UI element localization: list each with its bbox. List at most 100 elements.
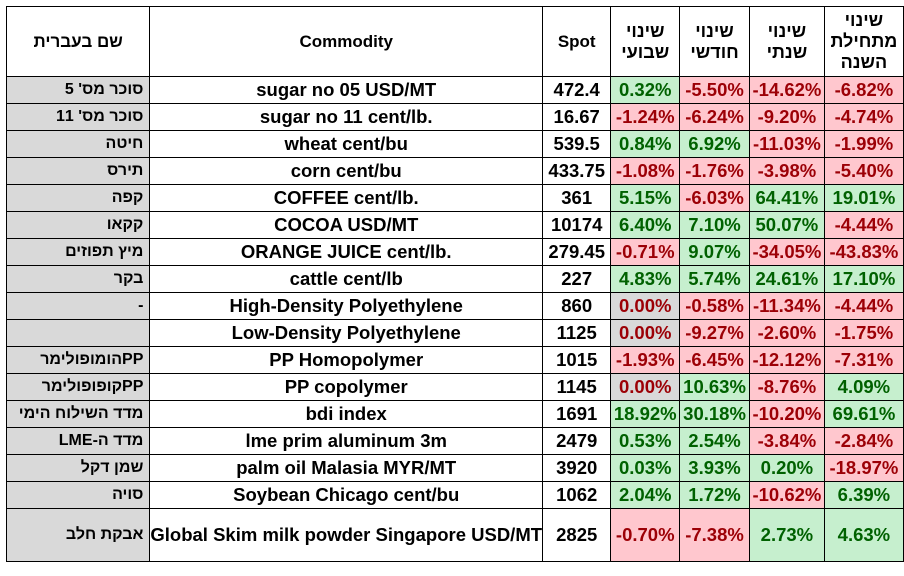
monthly-change-cell: 6.92% bbox=[679, 130, 750, 158]
table-row: סויה Soybean Chicago cent/bu 1062 2.04% 1.72… bbox=[5, 481, 904, 509]
table-row: מיץ תפוזים ORANGE JUICE cent/lb. 279.45 -0.… bbox=[5, 238, 904, 266]
table-row: שמן דקל palm oil Malasia MYR/MT 3920 0.03% 3… bbox=[5, 454, 904, 482]
spot-price-cell: 2479 bbox=[542, 427, 612, 455]
commodity-name-cell: sugar no 05 USD/MT bbox=[149, 76, 544, 104]
weekly-change-cell: 0.53% bbox=[610, 427, 681, 455]
header-weekly-change: שינוי שבועי bbox=[610, 6, 681, 77]
yearly-change-cell: -3.84% bbox=[748, 427, 825, 455]
weekly-change-cell: 0.03% bbox=[610, 454, 681, 482]
spot-price-cell: 361 bbox=[542, 184, 612, 212]
commodity-name-cell: bdi index bbox=[149, 400, 544, 428]
yearly-change-cell: -2.60% bbox=[748, 319, 825, 347]
commodity-name-cell: Soybean Chicago cent/bu bbox=[149, 481, 544, 509]
ytd-change-cell: -5.40% bbox=[823, 157, 904, 185]
commodity-name-cell: cattle cent/lb bbox=[149, 265, 544, 293]
monthly-change-cell: -7.38% bbox=[679, 508, 750, 562]
monthly-change-cell: 30.18% bbox=[679, 400, 750, 428]
yearly-change-cell: 24.61% bbox=[748, 265, 825, 293]
hebrew-name-cell: PPקופופולימר bbox=[5, 373, 151, 401]
monthly-change-cell: -5.50% bbox=[679, 76, 750, 104]
spot-price-cell: 279.45 bbox=[542, 238, 612, 266]
table-row: מדד ה-LME lme prim aluminum 3m 2479 0.53% 2.… bbox=[5, 427, 904, 455]
hebrew-name-cell: מדד השילוח הימי bbox=[5, 400, 151, 428]
monthly-change-cell: 7.10% bbox=[679, 211, 750, 239]
weekly-change-cell: -1.24% bbox=[610, 103, 681, 131]
spot-price-cell: 1691 bbox=[542, 400, 612, 428]
monthly-change-cell: 3.93% bbox=[679, 454, 750, 482]
ytd-change-cell: -4.74% bbox=[823, 103, 904, 131]
header-spot: Spot bbox=[542, 6, 612, 77]
hebrew-name-cell: חיטה bbox=[5, 130, 151, 158]
table-row: קקאו COCOA USD/MT 10174 6.40% 7.10% 50.07% -4.… bbox=[5, 211, 904, 239]
ytd-change-cell: -18.97% bbox=[823, 454, 904, 482]
header-row: שם בעברית Commodity Spot שינוי שבועי שינ… bbox=[5, 6, 904, 77]
weekly-change-cell: 0.84% bbox=[610, 130, 681, 158]
weekly-change-cell: 18.92% bbox=[610, 400, 681, 428]
weekly-change-cell: -0.70% bbox=[610, 508, 681, 562]
yearly-change-cell: -12.12% bbox=[748, 346, 825, 374]
header-hebrew-name: שם בעברית bbox=[5, 6, 151, 77]
commodity-name-cell: lme prim aluminum 3m bbox=[149, 427, 544, 455]
commodity-name-cell: wheat cent/bu bbox=[149, 130, 544, 158]
commodity-name-cell: ORANGE JUICE cent/lb. bbox=[149, 238, 544, 266]
yearly-change-cell: 64.41% bbox=[748, 184, 825, 212]
ytd-change-cell: 19.01% bbox=[823, 184, 904, 212]
weekly-change-cell: -0.71% bbox=[610, 238, 681, 266]
commodity-name-cell: PP copolymer bbox=[149, 373, 544, 401]
table-row: אבקת חלב Global Skim milk powder Singapor… bbox=[5, 508, 904, 562]
table-body: סוכר מס' 5 sugar no 05 USD/MT 472.4 0.32% -5… bbox=[5, 76, 904, 562]
spot-price-cell: 472.4 bbox=[542, 76, 612, 104]
table-row: PPהומופולימר PP Homopolymer 1015 -1.93% -6.4… bbox=[5, 346, 904, 374]
commodity-table: שם בעברית Commodity Spot שינוי שבועי שינ… bbox=[5, 6, 904, 562]
yearly-change-cell: -8.76% bbox=[748, 373, 825, 401]
hebrew-name-cell: קפה bbox=[5, 184, 151, 212]
weekly-change-cell: 0.00% bbox=[610, 319, 681, 347]
yearly-change-cell: -11.34% bbox=[748, 292, 825, 320]
monthly-change-cell: 1.72% bbox=[679, 481, 750, 509]
monthly-change-cell: -9.27% bbox=[679, 319, 750, 347]
spot-price-cell: 2825 bbox=[542, 508, 612, 562]
commodity-name-cell: Global Skim milk powder Singapore USD/MT bbox=[149, 508, 544, 562]
ytd-change-cell: -1.99% bbox=[823, 130, 904, 158]
table-row: בקר cattle cent/lb 227 4.83% 5.74% 24.61% 17.1… bbox=[5, 265, 904, 293]
table-row: סוכר מס' 11 sugar no 11 cent/lb. 16.67 -1.2… bbox=[5, 103, 904, 131]
hebrew-name-cell: בקר bbox=[5, 265, 151, 293]
yearly-change-cell: 0.20% bbox=[748, 454, 825, 482]
monthly-change-cell: 5.74% bbox=[679, 265, 750, 293]
weekly-change-cell: -1.08% bbox=[610, 157, 681, 185]
spot-price-cell: 10174 bbox=[542, 211, 612, 239]
spot-price-cell: 16.67 bbox=[542, 103, 612, 131]
spot-price-cell: 860 bbox=[542, 292, 612, 320]
spot-price-cell: 1145 bbox=[542, 373, 612, 401]
hebrew-name-cell: אבקת חלב bbox=[5, 508, 151, 562]
weekly-change-cell: -1.93% bbox=[610, 346, 681, 374]
hebrew-name-cell: מדד ה-LME bbox=[5, 427, 151, 455]
commodity-name-cell: PP Homopolymer bbox=[149, 346, 544, 374]
hebrew-name-cell: סויה bbox=[5, 481, 151, 509]
hebrew-name-cell: סוכר מס' 5 bbox=[5, 76, 151, 104]
ytd-change-cell: -4.44% bbox=[823, 292, 904, 320]
ytd-change-cell: -2.84% bbox=[823, 427, 904, 455]
yearly-change-cell: -10.62% bbox=[748, 481, 825, 509]
monthly-change-cell: 2.54% bbox=[679, 427, 750, 455]
ytd-change-cell: -1.75% bbox=[823, 319, 904, 347]
header-commodity: Commodity bbox=[149, 6, 544, 77]
yearly-change-cell: -11.03% bbox=[748, 130, 825, 158]
commodity-name-cell: COFFEE cent/lb. bbox=[149, 184, 544, 212]
weekly-change-cell: 0.00% bbox=[610, 373, 681, 401]
commodity-name-cell: sugar no 11 cent/lb. bbox=[149, 103, 544, 131]
commodity-name-cell: corn cent/bu bbox=[149, 157, 544, 185]
weekly-change-cell: 2.04% bbox=[610, 481, 681, 509]
yearly-change-cell: -14.62% bbox=[748, 76, 825, 104]
monthly-change-cell: -0.58% bbox=[679, 292, 750, 320]
yearly-change-cell: 2.73% bbox=[748, 508, 825, 562]
weekly-change-cell: 5.15% bbox=[610, 184, 681, 212]
table-row: סוכר מס' 5 sugar no 05 USD/MT 472.4 0.32% -5… bbox=[5, 76, 904, 104]
spot-price-cell: 227 bbox=[542, 265, 612, 293]
header-ytd-change: שינוי מתחילת השנה bbox=[823, 6, 904, 77]
hebrew-name-cell bbox=[5, 319, 151, 347]
table-row: תירס corn cent/bu 433.75 -1.08% -1.76% -3.98%… bbox=[5, 157, 904, 185]
header-monthly-change: שינוי חודשי bbox=[679, 6, 750, 77]
hebrew-name-cell: תירס bbox=[5, 157, 151, 185]
ytd-change-cell: 17.10% bbox=[823, 265, 904, 293]
